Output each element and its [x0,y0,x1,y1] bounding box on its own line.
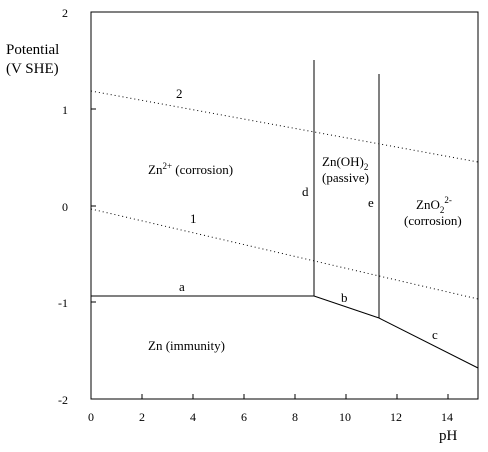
x-tick-label: 4 [190,410,196,424]
y-axis-title-line1: Potential [6,42,59,58]
x-tick-label: 0 [88,410,94,424]
y-tick-label: -2 [58,393,68,407]
x-tick-label: 8 [292,410,298,424]
region-label-zno2-corrosion: ZnO22- [416,195,452,215]
boundary-line-b [313,295,380,319]
x-axis-ticks [90,394,449,399]
region-label-znoh2-passive: Zn(OH)2 [322,154,368,172]
line-label-e: e [368,195,374,210]
y-tick-label: -1 [58,296,68,310]
y-axis-ticks [91,11,96,400]
line-label-c: c [432,327,438,342]
y-tick-label: 1 [62,103,68,117]
x-axis-title: pH [439,428,458,444]
y-axis-title-line2: (V SHE) [6,61,59,77]
region-label-zn-immunity: Zn (immunity) [148,338,225,353]
region-label-zn2-corrosion: Zn2+ (corrosion) [148,161,233,177]
x-tick-label: 14 [441,410,453,424]
line-label-2: 2 [176,86,183,101]
y-tick-label: 0 [62,200,68,214]
line-label-1: 1 [190,211,197,226]
line-label-b: b [341,290,348,305]
region-label-zno2-corrosion-line2: (corrosion) [404,213,462,228]
x-tick-label: 2 [139,410,145,424]
x-tick-label: 12 [390,410,402,424]
line-label-a: a [179,279,185,294]
water-line-2 [90,90,479,163]
x-tick-label: 6 [241,410,247,424]
x-tick-label: 10 [339,410,351,424]
boundary-line-c [378,317,479,369]
region-label-znoh2-passive-line2: (passive) [322,170,369,185]
line-label-d: d [302,184,309,199]
y-tick-label: 2 [62,6,68,20]
